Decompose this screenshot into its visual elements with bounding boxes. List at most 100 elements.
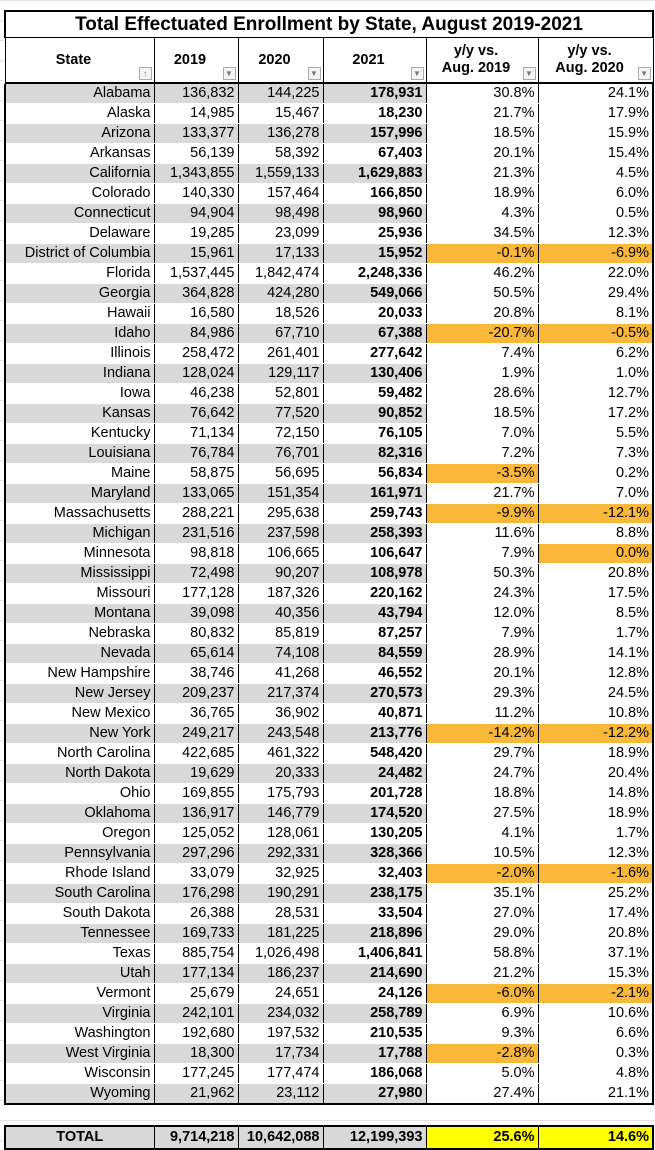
cell-y2019[interactable]: 128,024	[153, 363, 239, 384]
cell-state[interactable]: Kentucky	[4, 423, 155, 444]
cell-state[interactable]: California	[4, 163, 155, 184]
cell-y2019[interactable]: 364,828	[153, 283, 239, 304]
cell-y2019[interactable]: 36,765	[153, 703, 239, 724]
cell-yoy-2020[interactable]: 37.1%	[537, 943, 654, 964]
cell-state[interactable]: Nevada	[4, 643, 155, 664]
cell-yoy-2020[interactable]: 22.0%	[537, 263, 654, 284]
cell-state[interactable]: New York	[4, 723, 155, 744]
cell-y2019[interactable]: 1,537,445	[153, 263, 239, 284]
cell-yoy-2019[interactable]: -9.9%	[425, 503, 539, 524]
cell-y2019[interactable]: 169,855	[153, 783, 239, 804]
cell-y2020[interactable]: 1,842,474	[237, 263, 324, 284]
cell-yoy-2019[interactable]: -3.5%	[425, 463, 539, 484]
cell-state[interactable]: Connecticut	[4, 203, 155, 224]
cell-y2020[interactable]: 23,099	[237, 223, 324, 244]
cell-y2021[interactable]: 259,743	[322, 503, 427, 524]
cell-state[interactable]: Michigan	[4, 523, 155, 544]
cell-y2021[interactable]: 84,559	[322, 643, 427, 664]
cell-y2021[interactable]: 214,690	[322, 963, 427, 984]
cell-y2020[interactable]: 217,374	[237, 683, 324, 704]
cell-y2020[interactable]: 90,207	[237, 563, 324, 584]
cell-yoy-2019[interactable]: 7.9%	[425, 543, 539, 564]
cell-y2019[interactable]: 133,377	[153, 123, 239, 144]
cell-yoy-2020[interactable]: 7.3%	[537, 443, 654, 464]
cell-yoy-2020[interactable]: -0.5%	[537, 323, 654, 344]
cell-y2020[interactable]: 261,401	[237, 343, 324, 364]
cell-state[interactable]: New Mexico	[4, 703, 155, 724]
cell-yoy-2020[interactable]: 25.2%	[537, 883, 654, 904]
cell-yoy-2019[interactable]: 21.7%	[425, 483, 539, 504]
cell-state[interactable]: Virginia	[4, 1003, 155, 1024]
cell-state[interactable]: North Carolina	[4, 743, 155, 764]
cell-yoy-2019[interactable]: 1.9%	[425, 363, 539, 384]
cell-yoy-2020[interactable]: -2.1%	[537, 983, 654, 1004]
cell-y2020[interactable]: 85,819	[237, 623, 324, 644]
cell-yoy-2020[interactable]: 6.6%	[537, 1023, 654, 1044]
cell-y2019[interactable]: 885,754	[153, 943, 239, 964]
cell-y2020[interactable]: 234,032	[237, 1003, 324, 1024]
cell-y2019[interactable]: 33,079	[153, 863, 239, 884]
cell-state[interactable]: Indiana	[4, 363, 155, 384]
cell-yoy-2020[interactable]: 12.8%	[537, 663, 654, 684]
cell-yoy-2019[interactable]: 7.0%	[425, 423, 539, 444]
cell-yoy-2019[interactable]: 5.0%	[425, 1063, 539, 1084]
cell-y2020[interactable]: 36,902	[237, 703, 324, 724]
cell-y2019[interactable]: 80,832	[153, 623, 239, 644]
cell-y2019[interactable]: 177,134	[153, 963, 239, 984]
cell-y2019[interactable]: 136,917	[153, 803, 239, 824]
filter-dropdown-icon[interactable]: ▼	[410, 67, 424, 80]
cell-y2020[interactable]: 181,225	[237, 923, 324, 944]
cell-y2021[interactable]: 157,996	[322, 123, 427, 144]
cell-yoy-2019[interactable]: 7.9%	[425, 623, 539, 644]
cell-yoy-2020[interactable]: 20.8%	[537, 563, 654, 584]
cell-y2021[interactable]: 106,647	[322, 543, 427, 564]
cell-y2021[interactable]: 220,162	[322, 583, 427, 604]
cell-y2021[interactable]: 2,248,336	[322, 263, 427, 284]
cell-yoy-2019[interactable]: 46.2%	[425, 263, 539, 284]
cell-y2020[interactable]: 151,354	[237, 483, 324, 504]
cell-y2020[interactable]: 15,467	[237, 103, 324, 124]
cell-y2021[interactable]: 166,850	[322, 183, 427, 204]
cell-y2021[interactable]: 210,535	[322, 1023, 427, 1044]
cell-yoy-2020[interactable]: 7.0%	[537, 483, 654, 504]
cell-y2020[interactable]: 237,598	[237, 523, 324, 544]
cell-yoy-2019[interactable]: 20.1%	[425, 143, 539, 164]
cell-state[interactable]: Iowa	[4, 383, 155, 404]
cell-y2021[interactable]: 548,420	[322, 743, 427, 764]
cell-yoy-2019[interactable]: -0.1%	[425, 243, 539, 264]
cell-y2019[interactable]: 25,679	[153, 983, 239, 1004]
cell-y2019[interactable]: 14,985	[153, 103, 239, 124]
cell-y2019[interactable]: 26,388	[153, 903, 239, 924]
cell-state[interactable]: Kansas	[4, 403, 155, 424]
cell-yoy-2019[interactable]: 24.7%	[425, 763, 539, 784]
cell-y2019[interactable]: 169,733	[153, 923, 239, 944]
cell-y2021[interactable]: 24,126	[322, 983, 427, 1004]
cell-state[interactable]: Arizona	[4, 123, 155, 144]
cell-state[interactable]: Idaho	[4, 323, 155, 344]
total-cell-yoy-2020[interactable]: 14.6%	[537, 1125, 654, 1150]
cell-yoy-2019[interactable]: 18.5%	[425, 123, 539, 144]
cell-yoy-2019[interactable]: 34.5%	[425, 223, 539, 244]
cell-y2019[interactable]: 46,238	[153, 383, 239, 404]
total-cell-y2020[interactable]: 10,642,088	[237, 1125, 324, 1150]
cell-y2019[interactable]: 242,101	[153, 1003, 239, 1024]
cell-y2021[interactable]: 90,852	[322, 403, 427, 424]
cell-y2019[interactable]: 249,217	[153, 723, 239, 744]
cell-yoy-2019[interactable]: -20.7%	[425, 323, 539, 344]
cell-yoy-2019[interactable]: 18.5%	[425, 403, 539, 424]
cell-yoy-2020[interactable]: 6.0%	[537, 183, 654, 204]
cell-y2020[interactable]: 187,326	[237, 583, 324, 604]
cell-y2019[interactable]: 177,128	[153, 583, 239, 604]
cell-y2019[interactable]: 140,330	[153, 183, 239, 204]
cell-y2020[interactable]: 32,925	[237, 863, 324, 884]
cell-yoy-2019[interactable]: 24.3%	[425, 583, 539, 604]
cell-y2021[interactable]: 40,871	[322, 703, 427, 724]
cell-yoy-2020[interactable]: 24.1%	[537, 84, 654, 104]
cell-state[interactable]: Massachusetts	[4, 503, 155, 524]
cell-yoy-2020[interactable]: 20.8%	[537, 923, 654, 944]
cell-y2020[interactable]: 77,520	[237, 403, 324, 424]
cell-y2020[interactable]: 292,331	[237, 843, 324, 864]
cell-yoy-2020[interactable]: 15.9%	[537, 123, 654, 144]
cell-state[interactable]: Washington	[4, 1023, 155, 1044]
cell-yoy-2020[interactable]: 0.3%	[537, 1043, 654, 1064]
